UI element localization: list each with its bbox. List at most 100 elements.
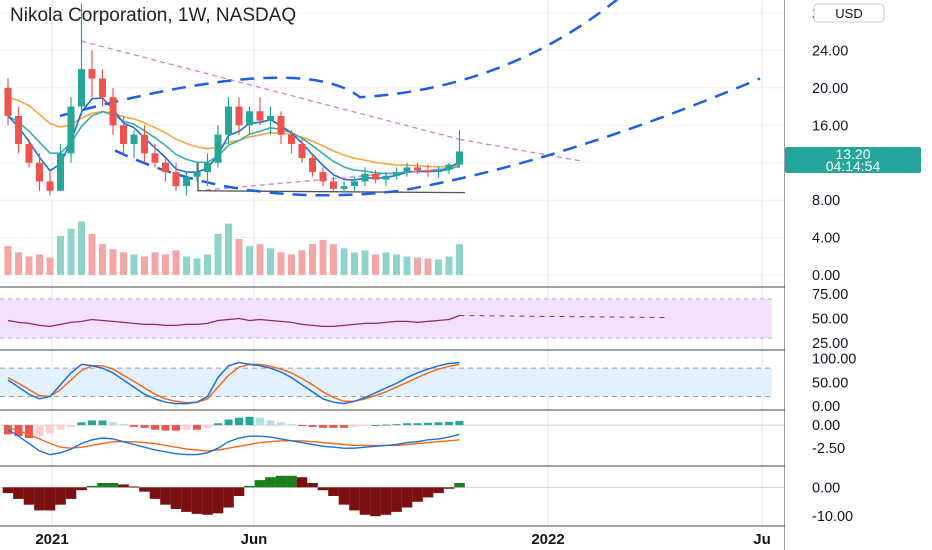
macd-histogram-bar: [98, 420, 107, 426]
last-price-badge: [785, 147, 921, 173]
time-axis-tick: 2022: [531, 531, 564, 548]
volume-bar: [204, 254, 211, 275]
candle-body: [57, 153, 64, 191]
volume-bar: [141, 256, 148, 275]
time-axis-tick: Jun: [241, 531, 268, 548]
volume-bar: [277, 252, 285, 275]
macd-histogram-bar: [67, 425, 75, 427]
support-line: [197, 190, 466, 194]
macd-histogram-bar: [203, 425, 212, 428]
macd-histogram-bar: [224, 419, 233, 426]
candle: [25, 139, 33, 168]
candle-body: [130, 134, 138, 144]
candle: [214, 125, 222, 168]
candle-body: [319, 172, 327, 182]
candle: [109, 87, 117, 135]
candle-body: [393, 172, 400, 176]
ao-histogram-bar: [286, 475, 297, 488]
macd-histogram-bar: [298, 425, 306, 427]
volume-bar: [235, 239, 243, 275]
candle: [4, 78, 12, 126]
ao-histogram-bar: [433, 487, 444, 494]
macd-histogram-bar: [119, 424, 128, 426]
candle: [15, 106, 22, 154]
candle-body: [204, 162, 211, 173]
candle-body: [361, 173, 369, 182]
time-axis[interactable]: 2021 Jun 2022 Ju: [35, 531, 770, 548]
price-axis-tick: 50.00: [812, 312, 848, 328]
candle-body: [372, 173, 379, 180]
ao-histogram-bar: [160, 487, 171, 505]
ao-histogram-bar: [443, 487, 455, 489]
candle-body: [340, 186, 348, 189]
ao-histogram-bar: [86, 485, 98, 488]
candle: [67, 97, 75, 163]
macd-histogram-bar: [25, 425, 33, 438]
candle: [372, 170, 379, 184]
volume-bar: [361, 250, 369, 275]
volume-bar: [46, 257, 54, 275]
ao-histogram-bar: [254, 480, 266, 488]
candle-body: [298, 144, 306, 159]
volume-bar: [88, 233, 96, 275]
ao-histogram-bar: [13, 487, 24, 499]
candle: [445, 162, 453, 174]
stoch-k-line: [7, 361, 460, 405]
ma-slow-line: [7, 96, 460, 168]
volume-bar: [256, 244, 264, 275]
candle-body: [172, 172, 180, 187]
volume-bar: [393, 254, 400, 275]
candle: [172, 162, 180, 191]
rsi-band: [0, 298, 772, 339]
price-axis-bg: [785, 0, 932, 550]
price-axis-tick: 24.00: [812, 43, 848, 59]
candle-body: [424, 170, 432, 173]
macd-histogram-bar: [340, 425, 348, 428]
volume-bar: [351, 252, 358, 275]
volume-bar: [319, 240, 327, 275]
time-axis-tick: Ju: [753, 531, 771, 548]
candle-body: [225, 106, 232, 135]
candle-body: [277, 115, 285, 135]
macd-histogram-bar: [308, 425, 317, 427]
candle: [288, 129, 295, 154]
volume-bar: [4, 246, 12, 275]
candle: [424, 164, 432, 177]
candle: [193, 162, 201, 182]
candle-body: [403, 167, 411, 173]
macd-histogram-bar: [130, 425, 138, 427]
candle-body: [288, 134, 295, 144]
volume-bar: [414, 257, 421, 275]
price-axis-tick: 0.00: [812, 418, 840, 434]
candle: [183, 172, 190, 196]
macd-histogram-bar: [214, 423, 222, 426]
macd-histogram-bar: [403, 423, 411, 426]
candle-body: [109, 97, 117, 126]
volume-bars: [4, 221, 463, 275]
candle: [151, 144, 159, 168]
ao-histogram-bar: [391, 487, 402, 512]
volume-bar: [15, 252, 22, 275]
candle-body: [193, 172, 201, 177]
channel-upper-curve: [59, 0, 619, 118]
candle: [414, 162, 421, 174]
candlesticks: [4, 3, 463, 196]
candle: [204, 153, 211, 187]
price-axis[interactable]: 28.0024.0020.0016.0012.008.004.000.0075.…: [812, 6, 856, 525]
macd-histogram-bar: [77, 422, 86, 426]
candle-body: [46, 181, 54, 191]
upper-trendline: [81, 40, 460, 140]
candle-body: [4, 87, 12, 116]
macd-line: [7, 429, 460, 456]
candle-body: [67, 106, 75, 154]
ma-mid-line: [7, 110, 460, 175]
price-axis-tick: -10.00: [812, 509, 853, 525]
ma-fast-line: [7, 97, 460, 182]
volume-bar: [267, 248, 274, 275]
macd-histogram-bar: [140, 425, 149, 428]
candle-body: [15, 115, 22, 144]
currency-button[interactable]: [813, 3, 885, 23]
candle-body: [25, 144, 33, 163]
candle: [99, 69, 106, 107]
ao-histogram-bar: [202, 487, 213, 515]
